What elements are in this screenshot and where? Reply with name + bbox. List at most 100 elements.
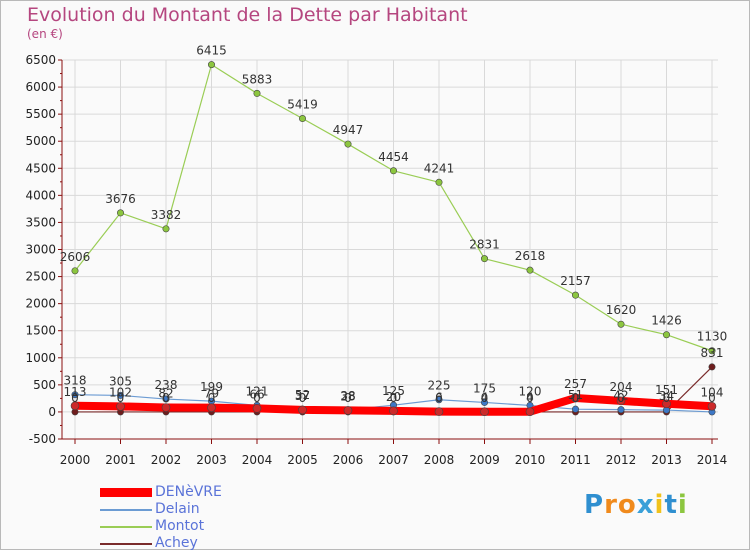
data-point [616,396,626,406]
legend-label-achey: Achey [155,535,198,551]
x-tick-label: 2013 [651,453,682,467]
legend-swatch-montot [100,526,152,528]
data-label: 199 [200,380,223,394]
data-point [161,403,171,412]
data-label: 1130 [697,330,728,344]
data-point [343,406,353,415]
chart-unit-label: (en €) [27,27,63,41]
data-label: 79 [204,387,219,401]
x-tick-label: 2000 [60,453,91,467]
data-point [344,140,352,148]
data-point [571,405,579,413]
x-tick-label: 2006 [333,453,364,467]
data-label: 6 [435,391,443,405]
x-tick-label: 2003 [196,453,227,467]
data-label: 0 [390,391,398,405]
data-point [298,405,307,415]
data-label: 4454 [378,150,409,164]
y-tick-label: 2000 [25,297,56,311]
data-label: 2157 [560,274,591,288]
y-tick-label: 1500 [25,324,56,338]
data-label: 4 [481,391,489,405]
y-tick-label: 2500 [25,270,56,284]
y-tick-label: 6000 [25,80,56,94]
data-label: 151 [655,383,678,397]
legend-label-delain: Delain [155,501,200,517]
data-label: 28 [340,389,355,403]
data-point [253,89,261,97]
data-label: 4 [526,391,534,405]
logo-letter: t [664,490,678,520]
data-label: 0 [481,391,489,405]
data-label: 2606 [60,250,91,264]
data-label: 0 [663,391,671,405]
x-tick-label: 2012 [606,453,637,467]
logo-letter: P [584,490,605,520]
data-point [435,396,443,404]
y-tick-label: 5000 [25,134,56,148]
y-tick-label: 0 [48,405,56,419]
data-label: 51 [568,388,583,402]
data-point [662,331,670,339]
data-label: 0 [299,391,307,405]
data-label: 4241 [424,161,455,175]
data-label: 34 [659,389,674,403]
y-tick-label: 4000 [25,188,56,202]
data-label: 38 [340,389,355,403]
data-point [117,209,125,217]
data-label: 0 [117,391,125,405]
data-label: 3382 [151,208,182,222]
data-point [480,398,488,406]
data-point [617,320,625,328]
data-label: 4947 [333,123,364,137]
data-label: 121 [246,384,269,398]
legend-swatch-denevre [100,488,152,497]
data-label: 37 [295,389,310,403]
data-point [71,391,79,399]
data-point [389,167,397,175]
data-point [525,407,535,417]
data-label: 0 [71,391,79,405]
data-label: 0 [526,391,534,405]
y-tick-label: 1000 [25,351,56,365]
data-point [571,291,579,299]
x-tick-label: 2014 [697,453,728,467]
data-point [434,407,444,416]
data-label: 52 [295,388,310,402]
x-tick-label: 2004 [242,453,273,467]
data-label: 238 [155,378,178,392]
y-tick-label: 3000 [25,243,56,257]
data-label: 257 [564,377,587,391]
data-point [526,266,534,274]
logo-letter: x [636,490,655,520]
data-point [662,399,671,409]
data-point [571,393,580,403]
x-tick-label: 2002 [151,453,182,467]
data-point [298,115,306,123]
data-label: 318 [64,374,87,388]
data-label: 225 [428,379,451,393]
data-label: 0 [708,391,716,405]
y-tick-label: 5500 [25,107,56,121]
chart-title: Evolution du Montant de la Dette par Hab… [27,4,468,26]
logo-letter: o [617,490,637,520]
data-label: 0 [572,391,580,405]
data-label: 1426 [651,314,682,328]
data-label: 82 [158,386,173,400]
data-label: 204 [610,380,633,394]
data-point [116,402,125,411]
logo-letter: r [604,490,618,520]
data-point [480,407,489,417]
data-point [708,347,716,355]
data-label: 0 [344,391,352,405]
data-label: 6415 [196,44,227,58]
data-label: 5419 [287,98,318,112]
x-tick-label: 2001 [105,453,136,467]
y-tick-label: 4500 [25,161,56,175]
data-label: 125 [382,384,405,398]
data-label: 104 [701,385,724,399]
y-tick-label: 500 [33,378,56,392]
x-tick-label: 2009 [469,453,500,467]
